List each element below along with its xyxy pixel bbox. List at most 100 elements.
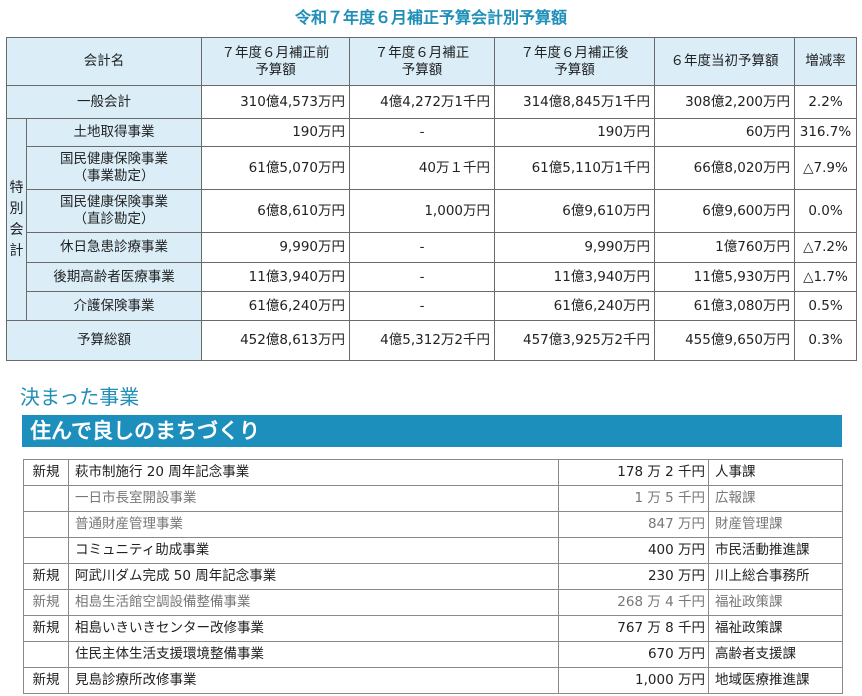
- new-badge: 新規: [23, 459, 69, 486]
- before-amount: 452億8,613万円: [201, 320, 350, 361]
- correction-amount: -: [349, 118, 495, 147]
- budget-table-title: 令和７年度６月補正予算会計別予算額: [294, 8, 567, 27]
- project-row: 新規 相島生活館空調設備整備事業 268 万 4 千円 福祉政策課: [23, 589, 843, 616]
- budget-row-general: 一般会計 310億4,573万円 4億4,272万1千円 314億8,845万1…: [6, 85, 857, 119]
- project-department: 福祉政策課: [708, 615, 843, 642]
- project-name: 相島生活館空調設備整備事業: [68, 589, 559, 616]
- correction-amount: -: [349, 232, 495, 263]
- project-name: 相島いきいきセンター改修事業: [68, 615, 559, 642]
- budget-row-land: 特別会計 土地取得事業 190万円 - 190万円 60万円 316.7%: [6, 118, 857, 321]
- after-amount: 61億5,110万1千円: [494, 146, 655, 190]
- project-department: 川上総合事務所: [708, 563, 843, 590]
- header-initial: ６年度当初予算額: [654, 37, 795, 86]
- new-badge: [23, 511, 69, 538]
- project-department: 広報課: [708, 485, 843, 512]
- project-name: 住民主体生活支援環境整備事業: [68, 641, 559, 668]
- after-amount: 314億8,845万1千円: [494, 85, 655, 119]
- project-row: コミュニティ助成事業 400 万円 市民活動推進課: [23, 537, 843, 564]
- project-row: 新規 見島診療所改修事業 1,000 万円 地域医療推進課: [23, 667, 843, 694]
- project-amount: 767 万 8 千円: [558, 615, 709, 642]
- change-rate: △7.9%: [794, 146, 857, 190]
- project-amount: 670 万円: [558, 641, 709, 668]
- after-amount: 61億6,240万円: [494, 291, 655, 321]
- project-department: 市民活動推進課: [708, 537, 843, 564]
- budget-row-holiday-clinic: 休日急患診療事業 9,990万円 - 9,990万円 1億760万円 △7.2%: [7, 232, 857, 263]
- after-amount: 190万円: [494, 118, 655, 147]
- correction-amount: 4億4,272万1千円: [349, 85, 495, 119]
- category-band: 住んで良しのまちづくり: [22, 415, 842, 447]
- section-heading: 決まった事業: [20, 385, 140, 409]
- project-row: 一日市長室開設事業 1 万 5 千円 広報課: [23, 485, 843, 512]
- new-badge: [23, 485, 69, 512]
- initial-amount: 60万円: [654, 118, 795, 147]
- correction-amount: 1,000万円: [349, 189, 495, 233]
- change-rate: 316.7%: [794, 118, 857, 147]
- after-amount: 9,990万円: [494, 232, 655, 263]
- before-amount: 6億8,610万円: [201, 189, 350, 233]
- initial-amount: 6億9,600万円: [654, 189, 795, 233]
- special-account-label: 特別会計: [6, 118, 27, 321]
- change-rate: △7.2%: [794, 232, 857, 263]
- project-row: 普通財産管理事業 847 万円 財産管理課: [23, 511, 843, 538]
- project-row: 新規 阿武川ダム完成 50 周年記念事業 230 万円 川上総合事務所: [23, 563, 843, 590]
- before-amount: 190万円: [201, 118, 350, 147]
- budget-row-nhi-clinic: 国民健康保険事業 （直診勘定） 6億8,610万円 1,000万円 6億9,610…: [7, 189, 857, 233]
- project-amount: 1,000 万円: [558, 667, 709, 694]
- header-before: ７年度６月補正前 予算額: [201, 37, 350, 86]
- project-name: 普通財産管理事業: [68, 511, 559, 538]
- new-badge: 新規: [23, 589, 69, 616]
- account-name: 一般会計: [6, 85, 202, 119]
- budget-row-nhi-business: 国民健康保険事業 （事業勘定） 61億5,070万円 40万１千円 61億5,11…: [7, 146, 857, 190]
- project-row: 新規 相島いきいきセンター改修事業 767 万 8 千円 福祉政策課: [23, 615, 843, 642]
- project-name: コミュニティ助成事業: [68, 537, 559, 564]
- project-department: 地域医療推進課: [708, 667, 843, 694]
- before-amount: 310億4,573万円: [201, 85, 350, 119]
- budget-row-care-insurance: 介護保険事業 61億6,240万円 - 61億6,240万円 61億3,080万…: [7, 291, 857, 321]
- account-name: 介護保険事業: [26, 291, 202, 321]
- change-rate: 0.5%: [794, 291, 857, 321]
- new-badge: 新規: [23, 615, 69, 642]
- budget-row-total: 予算総額 452億8,613万円 4億5,312万2千円 457億3,925万2…: [6, 320, 857, 361]
- header-rate: 増減率: [794, 37, 857, 86]
- initial-amount: 61億3,080万円: [654, 291, 795, 321]
- correction-amount: 40万１千円: [349, 146, 495, 190]
- correction-amount: -: [349, 291, 495, 321]
- project-department: 人事課: [708, 459, 843, 486]
- account-name: 休日急患診療事業: [26, 232, 202, 263]
- change-rate: 0.0%: [794, 189, 857, 233]
- change-rate: 0.3%: [794, 320, 857, 361]
- initial-amount: 11億5,930万円: [654, 262, 795, 292]
- budget-table: 会計名 ７年度６月補正前 予算額 ７年度６月補正 予算額 ７年度６月補正後 予算額 ６…: [6, 37, 857, 361]
- project-department: 高齢者支援課: [708, 641, 843, 668]
- header-correction: ７年度６月補正 予算額: [349, 37, 495, 86]
- account-name: 後期高齢者医療事業: [26, 262, 202, 292]
- budget-row-late-elderly: 後期高齢者医療事業 11億3,940万円 - 11億3,940万円 11億5,9…: [7, 262, 857, 292]
- initial-amount: 1億760万円: [654, 232, 795, 263]
- project-amount: 178 万 2 千円: [558, 459, 709, 486]
- project-amount: 230 万円: [558, 563, 709, 590]
- project-row: 住民主体生活支援環境整備事業 670 万円 高齢者支援課: [23, 641, 843, 668]
- project-row: 新規 萩市制施行 20 周年記念事業 178 万 2 千円 人事課: [23, 459, 843, 486]
- after-amount: 6億9,610万円: [494, 189, 655, 233]
- header-account: 会計名: [6, 37, 202, 86]
- new-badge: [23, 537, 69, 564]
- before-amount: 61億6,240万円: [201, 291, 350, 321]
- project-name: 見島診療所改修事業: [68, 667, 559, 694]
- correction-amount: -: [349, 262, 495, 292]
- account-name: 予算総額: [6, 320, 202, 361]
- after-amount: 11億3,940万円: [494, 262, 655, 292]
- budget-header-row: 会計名 ７年度６月補正前 予算額 ７年度６月補正 予算額 ７年度６月補正後 予算額 ６…: [6, 37, 857, 86]
- before-amount: 61億5,070万円: [201, 146, 350, 190]
- project-amount: 1 万 5 千円: [558, 485, 709, 512]
- project-amount: 847 万円: [558, 511, 709, 538]
- project-name: 一日市長室開設事業: [68, 485, 559, 512]
- new-badge: [23, 641, 69, 668]
- before-amount: 11億3,940万円: [201, 262, 350, 292]
- project-department: 福祉政策課: [708, 589, 843, 616]
- before-amount: 9,990万円: [201, 232, 350, 263]
- initial-amount: 455億9,650万円: [654, 320, 795, 361]
- project-name: 萩市制施行 20 周年記念事業: [68, 459, 559, 486]
- project-amount: 400 万円: [558, 537, 709, 564]
- project-amount: 268 万 4 千円: [558, 589, 709, 616]
- account-name: 国民健康保険事業 （直診勘定）: [26, 189, 202, 233]
